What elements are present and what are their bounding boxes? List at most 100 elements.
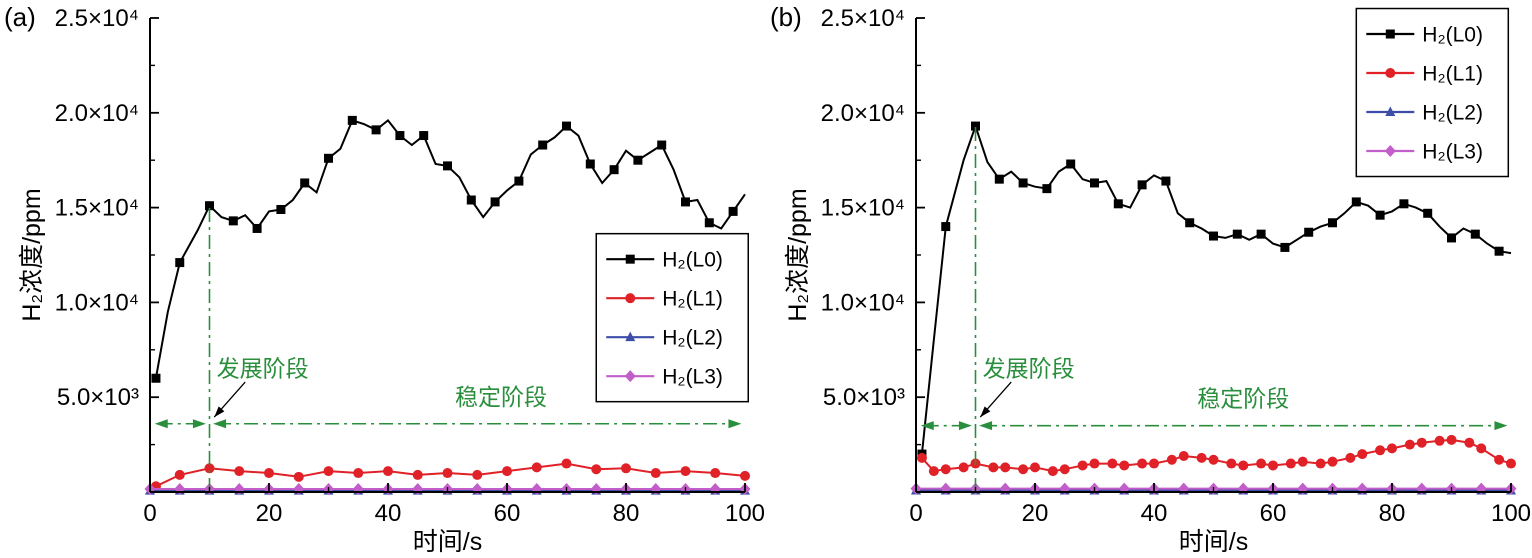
series-marker: [1375, 445, 1386, 456]
series-marker: [916, 452, 927, 463]
series-marker: [1328, 218, 1337, 228]
series-marker: [293, 471, 304, 482]
y-tick-label: 1.5×10⁴: [821, 195, 905, 222]
x-tick-label: 20: [256, 500, 283, 527]
series-marker: [650, 468, 661, 479]
series-marker: [1066, 159, 1076, 169]
series-group: [910, 121, 1517, 495]
x-tick-label: 0: [909, 500, 922, 527]
axes: 5.0×10³ 1.0×10⁴ 1.5×10⁴ 2.0×10⁴ 2.5×10⁴ 0 20 40…: [55, 5, 765, 527]
panel-b: (b) H₂浓度/ppm 发展阶段 稳定阶段 5.0×10³ 1.0×10⁴ 1.5×1…: [766, 0, 1532, 556]
legend-label: H₂(L3): [1422, 141, 1483, 164]
series-marker: [300, 178, 310, 188]
y-tick-label: 2.5×10⁴: [821, 5, 905, 32]
stable-stage-label: 稳定阶段: [1197, 386, 1289, 412]
series-marker: [1161, 176, 1171, 186]
series-marker: [1059, 464, 1070, 475]
series-marker: [1399, 199, 1409, 209]
series-H₂(L0): [151, 115, 746, 383]
x-tick-label: 60: [494, 500, 521, 527]
series-marker: [633, 155, 643, 165]
series-marker: [1209, 231, 1218, 241]
x-tick-label: 100: [1491, 500, 1531, 527]
series-marker: [205, 201, 214, 211]
series-marker: [1494, 246, 1504, 256]
series-marker: [1018, 178, 1028, 188]
development-stage-label: 发展阶段: [983, 355, 1075, 381]
series-marker: [1000, 462, 1011, 473]
series-marker: [228, 216, 238, 226]
series-marker: [1090, 178, 1099, 188]
series-H₂(L1): [916, 434, 1516, 477]
series-marker: [1268, 460, 1278, 471]
series-marker: [1423, 208, 1433, 218]
series-marker: [1464, 437, 1475, 448]
legend-label: H₂(L1): [662, 288, 723, 311]
series-marker: [1166, 454, 1177, 465]
series-marker: [514, 176, 524, 186]
series-marker: [323, 466, 334, 477]
series-marker: [1404, 439, 1415, 450]
series-marker: [1494, 454, 1505, 465]
stable-stage-label: 稳定阶段: [455, 384, 547, 410]
series-marker: [383, 466, 393, 477]
series-marker: [625, 293, 636, 304]
series-marker: [591, 464, 602, 475]
series-marker: [994, 174, 1004, 184]
series-marker: [940, 464, 951, 475]
series-marker: [1416, 437, 1427, 448]
legend: H₂(L0) H₂(L1) H₂(L2) H₂(L3): [1355, 7, 1510, 178]
series-marker: [562, 121, 571, 131]
x-tick-label: 100: [725, 500, 765, 527]
series-marker: [1077, 460, 1088, 471]
series-marker: [1315, 458, 1326, 469]
series-marker: [1256, 458, 1267, 469]
series-marker: [1137, 458, 1148, 469]
y-tick-label: 5.0×10³: [57, 384, 139, 411]
series-marker: [466, 195, 476, 205]
panel-a-x-axis-title: 时间/s: [412, 528, 483, 556]
legend-label: H₂(L2): [1422, 102, 1483, 125]
series-marker: [419, 131, 429, 141]
series-marker: [1047, 466, 1058, 477]
series-marker: [204, 463, 215, 474]
series-marker: [624, 370, 636, 383]
series-marker: [1506, 458, 1516, 469]
series-marker: [1232, 229, 1242, 239]
series-marker: [1256, 229, 1266, 239]
series-marker: [971, 121, 980, 131]
series-marker: [1107, 458, 1118, 469]
legend: H₂(L0) H₂(L1) H₂(L2) H₂(L3): [595, 232, 749, 403]
y-tick-label: 2.5×10⁴: [55, 5, 139, 32]
series-marker: [710, 468, 721, 479]
series-marker: [1238, 460, 1249, 471]
series-marker: [585, 159, 595, 169]
series-marker: [621, 463, 631, 474]
y-tick-label: 2.0×10⁴: [55, 100, 139, 127]
series-marker: [1470, 229, 1480, 239]
legend-label: H₂(L1): [1422, 63, 1483, 86]
series-marker: [657, 140, 667, 150]
series-marker: [625, 331, 636, 342]
series-marker: [371, 125, 381, 135]
series-marker: [561, 458, 572, 469]
panel-b-x-axis-title: 时间/s: [1178, 528, 1249, 556]
series-marker: [1385, 106, 1396, 117]
series-marker: [1018, 464, 1029, 475]
series-marker: [252, 223, 262, 233]
series-marker: [472, 469, 483, 480]
legend-label: H₂(L0): [662, 249, 723, 272]
series-marker: [324, 153, 333, 163]
series-marker: [1042, 184, 1052, 194]
series-marker: [1297, 456, 1308, 467]
series-marker: [1178, 450, 1189, 461]
series-marker: [1185, 218, 1195, 228]
series-marker: [1357, 449, 1368, 460]
series-marker: [151, 373, 161, 383]
series-marker: [1149, 458, 1159, 469]
series-marker: [412, 469, 423, 480]
